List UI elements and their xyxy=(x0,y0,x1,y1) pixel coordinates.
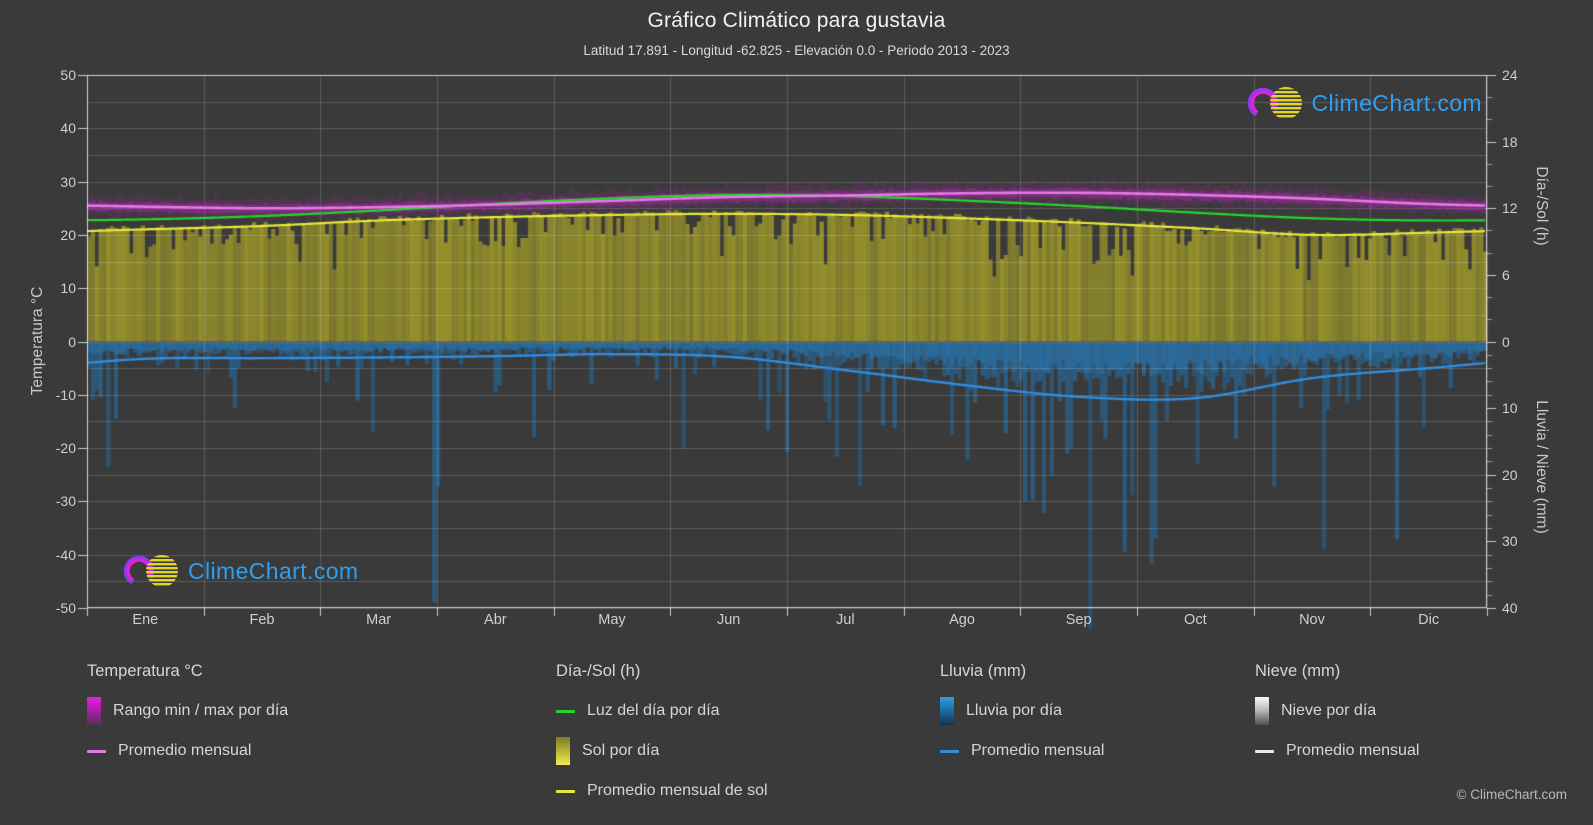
y-axis-tick-label-temperature: -10 xyxy=(55,386,76,403)
rain-average-line-icon xyxy=(940,749,959,753)
legend-group-day-sun: Día-/Sol (h) Luz del día por día Sol por… xyxy=(556,660,768,814)
legend-item: Nieve por día xyxy=(1255,694,1419,728)
y-axis-tick-label-rain-snow: 20 xyxy=(1502,466,1518,483)
y-axis-tick-label-day-sun: 0 xyxy=(1502,333,1510,350)
watermark-bottom-left: ClimeChart.com xyxy=(120,552,358,590)
x-axis-month-label: Sep xyxy=(1065,612,1092,628)
legend-item: Luz del día por día xyxy=(556,694,768,728)
legend-header: Nieve (mm) xyxy=(1255,662,1341,680)
x-axis-month-label: May xyxy=(598,612,626,628)
y-axis-tick-label-temperature: 30 xyxy=(60,173,76,190)
y-axis-tick-label-day-sun: 12 xyxy=(1502,200,1518,217)
rain-per-day-swatch-icon xyxy=(940,697,954,725)
x-axis-month-label: Jul xyxy=(836,612,855,628)
legend-item: Promedio mensual xyxy=(940,734,1104,768)
x-axis-month-label: Nov xyxy=(1299,612,1325,628)
copyright-text: © ClimeChart.com xyxy=(1456,787,1567,802)
legend-item-label: Rango min / max por día xyxy=(113,702,289,719)
y-axis-tick-label-temperature: -40 xyxy=(55,546,76,563)
legend-item: Sol por día xyxy=(556,734,768,768)
watermark-top-right: ClimeChart.com xyxy=(1244,84,1482,122)
legend-header: Día-/Sol (h) xyxy=(556,662,641,680)
x-axis-month-label: Dic xyxy=(1418,612,1440,628)
y-axis-tick-label-rain-snow: 30 xyxy=(1502,533,1518,550)
x-axis-month-label: Abr xyxy=(484,612,507,628)
legend-item-label: Promedio mensual de sol xyxy=(587,782,768,799)
legend-group-rain: Lluvia (mm) Lluvia por día Promedio mens… xyxy=(940,660,1104,774)
y-axis-tick-label-temperature: 40 xyxy=(60,120,76,137)
legend-item-label: Nieve por día xyxy=(1281,702,1377,719)
temp-average-line-icon xyxy=(87,749,106,753)
legend-group-temperature: Temperatura °C Rango min / max por día P… xyxy=(87,660,288,774)
sun-per-day-swatch-icon xyxy=(556,737,570,765)
y-axis-tick-label-rain-snow: 10 xyxy=(1502,400,1518,417)
y-axis-tick-label-temperature: 50 xyxy=(60,67,76,83)
sun-average-line-icon xyxy=(556,789,575,793)
temp-range-swatch-icon xyxy=(87,697,101,725)
watermark-text: ClimeChart.com xyxy=(188,557,359,584)
y-axis-tick-label-temperature: -20 xyxy=(55,440,76,457)
watermark-text: ClimeChart.com xyxy=(1311,89,1482,116)
legend-item-label: Promedio mensual xyxy=(118,742,252,759)
x-axis-month-label: Ene xyxy=(132,612,159,628)
x-axis-month-label: Jun xyxy=(716,612,741,628)
y-axis-tick-label-temperature: -30 xyxy=(55,493,76,510)
legend-item-label: Lluvia por día xyxy=(966,702,1063,719)
legend-item: Promedio mensual de sol xyxy=(556,774,768,808)
legend-item-label: Luz del día por día xyxy=(587,702,720,719)
y-axis-tick-label-temperature: -50 xyxy=(55,600,76,616)
x-axis-month-label: Ago xyxy=(949,612,975,628)
page-title: Gráfico Climático para gustavia xyxy=(647,9,946,32)
page-subtitle: Latitud 17.891 - Longitud -62.825 - Elev… xyxy=(583,43,1010,58)
legend-group-snow: Nieve (mm) Nieve por día Promedio mensua… xyxy=(1255,660,1419,774)
legend-item: Promedio mensual xyxy=(1255,734,1419,768)
legend-header: Lluvia (mm) xyxy=(940,662,1027,680)
legend-item-label: Promedio mensual xyxy=(971,742,1105,759)
snow-average-line-icon xyxy=(1255,749,1274,753)
snow-per-day-swatch-icon xyxy=(1255,697,1269,725)
x-axis-month-label: Feb xyxy=(249,612,275,628)
y-axis-tick-label-temperature: 0 xyxy=(68,333,76,350)
x-axis-month-label: Oct xyxy=(1184,612,1207,628)
legend-item-label: Promedio mensual xyxy=(1286,742,1420,759)
y-axis-tick-label-day-sun: 6 xyxy=(1502,266,1510,283)
legend-item: Promedio mensual xyxy=(87,734,288,768)
legend-header: Temperatura °C xyxy=(87,662,203,680)
legend-item: Lluvia por día xyxy=(940,694,1104,728)
y-axis-tick-label-day-sun: 18 xyxy=(1502,133,1518,150)
climechart-logo-icon xyxy=(1247,87,1302,119)
climechart-logo-icon xyxy=(123,555,178,587)
legend-item: Rango min / max por día xyxy=(87,694,288,728)
daylight-line-icon xyxy=(556,709,575,713)
y-axis-tick-label-rain-snow: 40 xyxy=(1502,600,1518,616)
x-axis-month-label: Mar xyxy=(366,612,392,628)
legend-item-label: Sol por día xyxy=(582,742,660,759)
y-axis-tick-label-day-sun: 24 xyxy=(1502,67,1518,83)
y-axis-tick-label-temperature: 20 xyxy=(60,226,76,243)
y-axis-tick-label-temperature: 10 xyxy=(60,280,76,297)
